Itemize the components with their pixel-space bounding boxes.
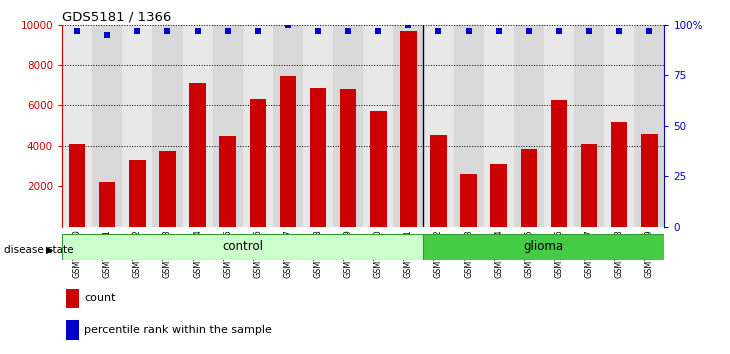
Bar	[641, 134, 658, 227]
Text: GDS5181 / 1366: GDS5181 / 1366	[62, 11, 172, 24]
Point	[433, 28, 445, 34]
Text: disease state: disease state	[4, 245, 73, 255]
Text: count: count	[84, 293, 115, 303]
Bar	[212, 25, 242, 227]
Bar	[340, 89, 356, 227]
Point	[312, 28, 324, 34]
Point	[493, 28, 504, 34]
Point	[613, 28, 625, 34]
Bar	[491, 164, 507, 227]
Bar	[634, 25, 664, 227]
Bar	[123, 25, 153, 227]
Bar	[153, 25, 182, 227]
Bar	[364, 25, 393, 227]
Text: glioma: glioma	[524, 240, 564, 253]
Bar	[273, 25, 303, 227]
Bar	[129, 160, 145, 227]
Bar	[92, 25, 123, 227]
Bar	[423, 25, 453, 227]
Bar	[604, 25, 634, 227]
Point	[72, 28, 83, 34]
Point	[101, 32, 113, 38]
Bar	[333, 25, 364, 227]
Bar	[189, 83, 206, 227]
Point	[583, 28, 595, 34]
Point	[282, 22, 293, 28]
Bar	[182, 25, 212, 227]
Text: ▶: ▶	[46, 245, 53, 255]
Text: percentile rank within the sample: percentile rank within the sample	[84, 325, 272, 335]
Text: control: control	[222, 240, 264, 253]
Point	[402, 22, 414, 28]
Bar	[461, 174, 477, 227]
Point	[372, 28, 384, 34]
Point	[131, 28, 143, 34]
Bar	[483, 25, 514, 227]
Point	[192, 28, 204, 34]
Bar	[514, 25, 544, 227]
FancyBboxPatch shape	[423, 234, 664, 260]
Point	[161, 28, 173, 34]
Bar	[430, 135, 447, 227]
Bar	[303, 25, 333, 227]
Bar	[220, 136, 236, 227]
Bar	[310, 88, 326, 227]
Point	[553, 28, 565, 34]
Bar	[69, 144, 85, 227]
Bar	[581, 144, 597, 227]
Bar	[574, 25, 604, 227]
Bar	[520, 149, 537, 227]
Bar	[400, 31, 417, 227]
Bar	[250, 99, 266, 227]
Point	[463, 28, 474, 34]
Bar	[550, 101, 567, 227]
Bar	[393, 25, 423, 227]
Point	[643, 28, 655, 34]
Point	[523, 28, 534, 34]
Point	[342, 28, 354, 34]
Point	[222, 28, 234, 34]
Bar	[280, 76, 296, 227]
Bar	[99, 182, 115, 227]
Bar	[453, 25, 483, 227]
Bar	[159, 151, 176, 227]
Bar	[370, 110, 386, 227]
FancyBboxPatch shape	[62, 234, 423, 260]
Bar	[544, 25, 574, 227]
Bar	[242, 25, 273, 227]
Point	[252, 28, 264, 34]
Bar	[611, 122, 627, 227]
Bar	[62, 25, 92, 227]
